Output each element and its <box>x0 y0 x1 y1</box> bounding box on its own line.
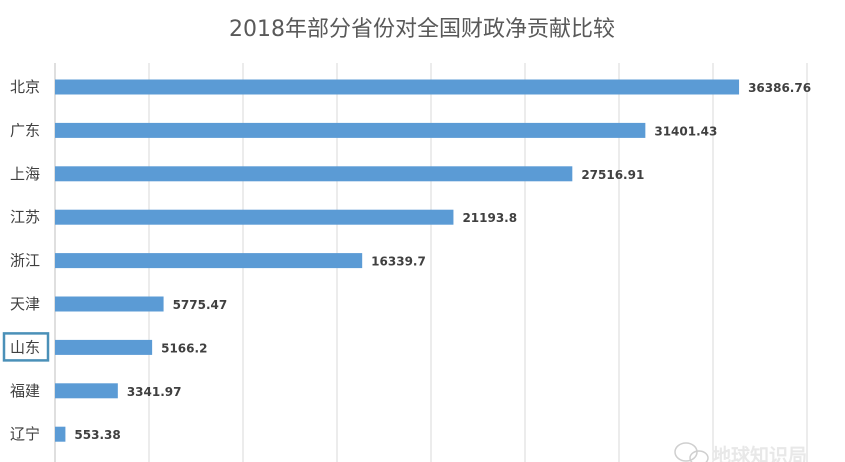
bar <box>55 209 454 225</box>
bar <box>55 253 363 269</box>
category-label: 广东 <box>10 121 40 139</box>
bar <box>55 122 646 138</box>
category-label: 浙江 <box>10 252 40 270</box>
category-label: 辽宁 <box>10 425 40 443</box>
watermark: 地球知识局 <box>674 442 807 462</box>
value-label: 3341.97 <box>127 385 182 399</box>
value-label: 553.38 <box>74 428 120 442</box>
chart-title: 2018年部分省份对全国财政净贡献比较 <box>229 17 615 42</box>
category-label: 上海 <box>10 165 40 183</box>
value-label: 27516.91 <box>581 168 644 182</box>
value-label: 21193.8 <box>462 211 517 225</box>
bar <box>55 426 66 442</box>
bar <box>55 79 740 95</box>
bar <box>55 383 118 399</box>
category-label: 江苏 <box>10 208 40 226</box>
category-label: 天津 <box>10 295 40 313</box>
bars <box>55 79 740 442</box>
labels: 北京 36386.76 广东 31401.43 上海 27516.91 江苏 21193.8 浙… <box>2 78 811 443</box>
value-label: 5166.2 <box>161 341 207 355</box>
value-label: 31401.43 <box>654 124 717 138</box>
value-label: 5775.47 <box>173 298 228 312</box>
category-label: 北京 <box>10 78 40 96</box>
value-label: 16339.7 <box>371 255 426 269</box>
category-label: 福建 <box>10 382 40 400</box>
highlight-box <box>2 332 50 362</box>
bar <box>55 339 153 355</box>
bar <box>55 296 164 312</box>
category-label: 山东 <box>10 338 40 356</box>
bar <box>55 166 573 182</box>
wechat-icon <box>674 442 709 462</box>
watermark-text: 地球知识局 <box>712 444 807 462</box>
value-label: 36386.76 <box>748 81 811 95</box>
